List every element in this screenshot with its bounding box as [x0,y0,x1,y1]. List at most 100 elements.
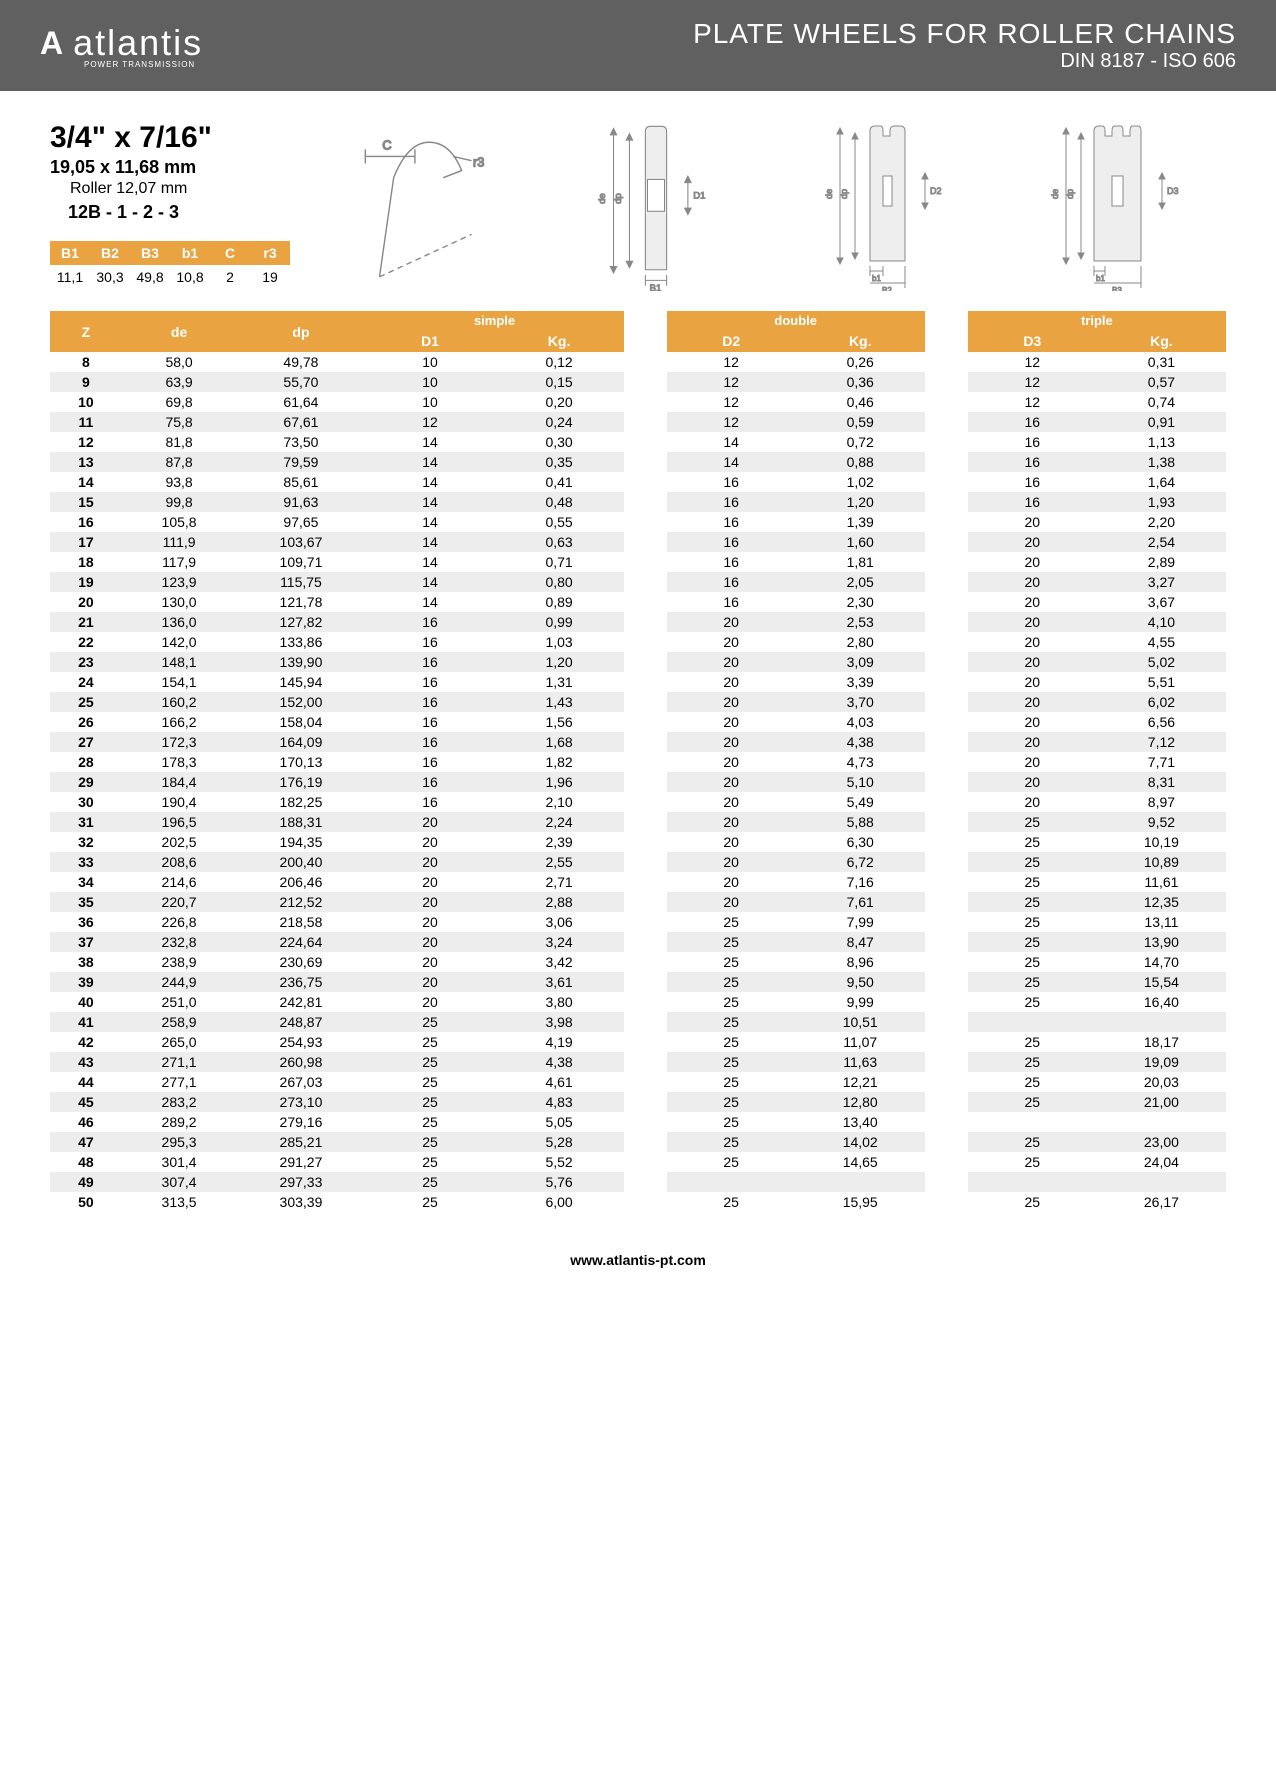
gap-cell [925,452,968,472]
data-cell: 9,52 [1097,812,1226,832]
svg-text:de: de [824,189,834,199]
data-cell: 4,19 [495,1032,624,1052]
data-cell: 10,19 [1097,832,1226,852]
data-cell: 1,38 [1097,452,1226,472]
gap-cell [925,572,968,592]
data-cell: 2,24 [495,812,624,832]
data-cell: 55,70 [236,372,365,392]
gap-cell [925,432,968,452]
data-cell: 164,09 [236,732,365,752]
data-cell: 2,05 [796,572,925,592]
svg-text:D1: D1 [693,191,705,202]
gap-cell [925,832,968,852]
page-header: A atlantis POWER TRANSMISSION PLATE WHEE… [0,0,1276,91]
data-cell: 20 [968,692,1097,712]
data-cell: 1,43 [495,692,624,712]
data-cell: 16 [968,412,1097,432]
data-cell: 1,64 [1097,472,1226,492]
param-header-row: B1B2B3b1Cr3 [50,241,290,265]
svg-text:dp: dp [839,189,849,199]
data-cell: 12,21 [796,1072,925,1092]
gap-cell [925,912,968,932]
data-cell: 14 [667,452,796,472]
gap-cell [925,412,968,432]
table-row: 1493,885,61140,41161,02161,64 [50,472,1226,492]
data-cell: 2,88 [495,892,624,912]
gap-cell [925,652,968,672]
data-cell: 97,65 [236,512,365,532]
data-cell: 20 [365,952,494,972]
data-cell: 10 [365,372,494,392]
data-cell: 19,09 [1097,1052,1226,1072]
data-cell: 14 [50,472,122,492]
data-cell: 190,4 [122,792,237,812]
data-cell [1097,1172,1226,1192]
data-cell: 40 [50,992,122,1012]
param-header-cell: B1 [50,241,90,265]
spec-roller: Roller 12,07 mm [70,180,290,198]
data-cell: 10,51 [796,1012,925,1032]
gap-cell [925,972,968,992]
data-cell: 20 [667,732,796,752]
data-cell: 25 [365,1132,494,1152]
data-cell: 2,80 [796,632,925,652]
data-cell: 160,2 [122,692,237,712]
data-cell: 214,6 [122,872,237,892]
table-row: 33208,6200,40202,55206,722510,89 [50,852,1226,872]
data-cell: 37 [50,932,122,952]
data-cell: 303,39 [236,1192,365,1212]
data-cell: 25 [365,1152,494,1172]
data-cell: 1,20 [495,652,624,672]
data-cell: 279,16 [236,1112,365,1132]
gap-cell [925,492,968,512]
data-cell: 15 [50,492,122,512]
data-cell: 12 [667,392,796,412]
footer-url: www.atlantis-pt.com [570,1252,706,1268]
data-cell: 63,9 [122,372,237,392]
data-cell: 25 [667,1112,796,1132]
table-row: 1387,879,59140,35140,88161,38 [50,452,1226,472]
data-cell: 3,42 [495,952,624,972]
data-cell: 0,41 [495,472,624,492]
data-cell: 1,56 [495,712,624,732]
gap-cell [624,972,667,992]
group-triple: triple [968,311,1226,330]
data-cell: 206,46 [236,872,365,892]
data-cell: 289,2 [122,1112,237,1132]
data-cell: 10 [365,392,494,412]
data-cell: 25 [968,972,1097,992]
data-cell: 79,59 [236,452,365,472]
data-cell: 6,00 [495,1192,624,1212]
gap-cell [925,932,968,952]
data-cell: 2,39 [495,832,624,852]
data-cell: 251,0 [122,992,237,1012]
data-cell: 1,96 [495,772,624,792]
data-cell: 11,63 [796,1052,925,1072]
gap-cell [624,352,667,372]
data-cell: 5,28 [495,1132,624,1152]
data-cell: 115,75 [236,572,365,592]
data-cell: 271,1 [122,1052,237,1072]
data-cell: 1,93 [1097,492,1226,512]
gap-cell [624,612,667,632]
data-cell: 0,74 [1097,392,1226,412]
data-cell: 20 [365,812,494,832]
data-cell: 283,2 [122,1092,237,1112]
data-cell: 16 [365,652,494,672]
data-cell: 20 [667,892,796,912]
data-cell: 0,55 [495,512,624,532]
data-cell: 25 [365,1012,494,1032]
data-cell: 16 [365,672,494,692]
data-cell: 14 [365,432,494,452]
data-cell: 35 [50,892,122,912]
data-cell: 25 [365,1172,494,1192]
double-section-diagram: de dp D2 b1 B2 [790,121,990,291]
data-cell: 19 [50,572,122,592]
gap-cell [925,712,968,732]
data-cell: 20 [968,552,1097,572]
table-row: 38238,9230,69203,42258,962514,70 [50,952,1226,972]
gap-cell [925,552,968,572]
data-cell: 232,8 [122,932,237,952]
svg-text:B3: B3 [1112,286,1122,291]
gap-2 [925,311,968,352]
